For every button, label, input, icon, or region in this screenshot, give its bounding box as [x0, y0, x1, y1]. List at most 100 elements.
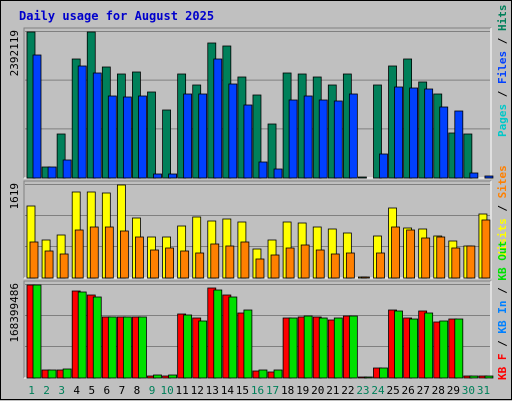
bar-kb-out-day-28 — [439, 320, 449, 379]
x-axis-day-labels: 1 2 3 4 5 6 7 8 9 10 11 12 13 14 15 16 17 18 19 20 21 22 23 24 2… — [28, 384, 490, 397]
bar-kb-out-day-12 — [198, 320, 208, 379]
bar-sites-day-23 — [361, 276, 370, 279]
legend-entry: Visits — [496, 218, 509, 258]
bar-kb-out-day-4 — [77, 291, 87, 379]
bar-kb-out-day-1 — [32, 284, 42, 379]
bar-pages-day-28 — [439, 106, 449, 179]
bar-sites-day-4 — [74, 229, 84, 279]
x-tick-label-day-21: 21 — [326, 384, 339, 397]
bar-kb-out-day-9 — [153, 374, 162, 379]
bar-hits-day-16 — [252, 94, 262, 179]
x-tick-label-day-11: 11 — [176, 384, 189, 397]
bar-kb-out-day-2 — [47, 369, 57, 379]
panel-hits-files-pages: 2392119 — [8, 27, 494, 179]
bar-pages-day-21 — [333, 100, 343, 179]
legend-entry: KB Out — [496, 241, 509, 281]
bar-sites-day-17 — [270, 254, 280, 279]
bar-kb-out-day-8 — [138, 316, 147, 379]
x-tick-label-day-28: 28 — [432, 384, 445, 397]
bar-pages-day-13 — [213, 58, 223, 179]
bar-sites-day-7 — [119, 230, 129, 279]
legend-entry: / — [496, 84, 509, 104]
panel-kbytes: 168399486 — [8, 280, 494, 379]
legend-entry: Sites — [496, 165, 509, 198]
x-tick-label-day-27: 27 — [417, 384, 430, 397]
x-tick-label-day-19: 19 — [296, 384, 309, 397]
x-tick-label-day-14: 14 — [221, 384, 235, 397]
bar-sites-day-28 — [436, 236, 446, 279]
bar-kb-out-day-19 — [303, 315, 313, 379]
bar-kb-out-day-26 — [409, 318, 419, 379]
bar-pages-day-3 — [62, 159, 72, 179]
bar-sites-day-1 — [29, 241, 39, 279]
y-max-label: 168399486 — [8, 283, 21, 343]
bar-kb-out-day-29 — [454, 318, 464, 379]
bar-sites-day-18 — [285, 247, 295, 279]
bar-pages-day-18 — [288, 99, 298, 179]
x-tick-label-day-9: 9 — [149, 384, 156, 397]
bar-kb-out-day-7 — [122, 316, 132, 379]
bar-sites-day-2 — [44, 250, 54, 279]
bar-pages-day-27 — [424, 88, 434, 179]
bar-kb-out-day-30 — [469, 375, 479, 379]
bar-sites-day-9 — [150, 249, 159, 279]
bar-pages-day-2 — [47, 166, 57, 179]
x-tick-label-day-4: 4 — [73, 384, 80, 397]
bar-sites-day-15 — [240, 241, 250, 279]
x-tick-label-day-23: 23 — [356, 384, 369, 397]
x-tick-label-day-25: 25 — [386, 384, 399, 397]
chart-panels: 2392119 1619 168399486 — [8, 27, 494, 379]
x-tick-label-day-24: 24 — [371, 384, 385, 397]
legend-entry: / — [496, 31, 509, 51]
legend-entry: KB In — [496, 301, 509, 334]
bar-kb-out-day-21 — [333, 317, 343, 379]
x-tick-label-day-16: 16 — [251, 384, 264, 397]
panel-border-dark — [23, 27, 491, 178]
chart-title: Daily usage for August 2025 — [19, 9, 214, 23]
bar-sites-day-10 — [165, 247, 174, 279]
bar-kb-out-day-20 — [318, 317, 328, 379]
bar-hits-day-10 — [162, 109, 171, 179]
bar-pages-day-26 — [409, 87, 419, 179]
bar-sites-day-26 — [406, 229, 416, 279]
x-tick-label-day-30: 30 — [462, 384, 475, 397]
legend-panel-2: Visits / Sites — [496, 165, 509, 258]
bar-pages-day-1 — [32, 54, 42, 179]
bar-kb-out-day-22 — [348, 315, 358, 379]
panel-border-dark — [23, 280, 491, 378]
bar-kb-out-day-6 — [107, 316, 117, 379]
bar-sites-day-31 — [481, 219, 491, 279]
bar-sites-day-30 — [466, 245, 476, 279]
x-tick-label-day-3: 3 — [58, 384, 65, 397]
legend-panel-3: KB F / KB In / KB Out — [496, 241, 509, 380]
bar-sites-day-6 — [104, 226, 114, 279]
bar-kb-out-day-13 — [213, 289, 223, 379]
x-tick-label-day-17: 17 — [266, 384, 279, 397]
x-tick-label-day-10: 10 — [160, 384, 173, 397]
bar-hits-day-17 — [267, 123, 277, 179]
bar-sites-day-21 — [330, 253, 340, 279]
x-tick-label-day-5: 5 — [88, 384, 95, 397]
bar-sites-day-29 — [451, 247, 461, 279]
bar-sites-day-24 — [376, 252, 385, 279]
bar-pages-day-20 — [318, 99, 328, 179]
x-tick-label-day-29: 29 — [447, 384, 460, 397]
bar-hits-day-24 — [373, 84, 382, 179]
bar-pages-day-19 — [303, 95, 313, 179]
x-tick-label-day-7: 7 — [119, 384, 126, 397]
x-tick-label-day-15: 15 — [236, 384, 249, 397]
bar-kb-out-day-27 — [424, 312, 434, 379]
bar-sites-day-13 — [210, 243, 220, 279]
bar-pages-day-10 — [168, 173, 177, 179]
x-tick-label-day-13: 13 — [206, 384, 219, 397]
bar-pages-day-16 — [258, 161, 268, 179]
bar-sites-day-25 — [391, 226, 400, 279]
x-tick-label-day-8: 8 — [134, 384, 141, 397]
legend-entry: KB F — [496, 354, 509, 381]
bar-sites-day-14 — [225, 245, 235, 279]
bar-kb-out-day-11 — [183, 314, 193, 379]
bar-kb-out-day-23 — [364, 376, 373, 379]
